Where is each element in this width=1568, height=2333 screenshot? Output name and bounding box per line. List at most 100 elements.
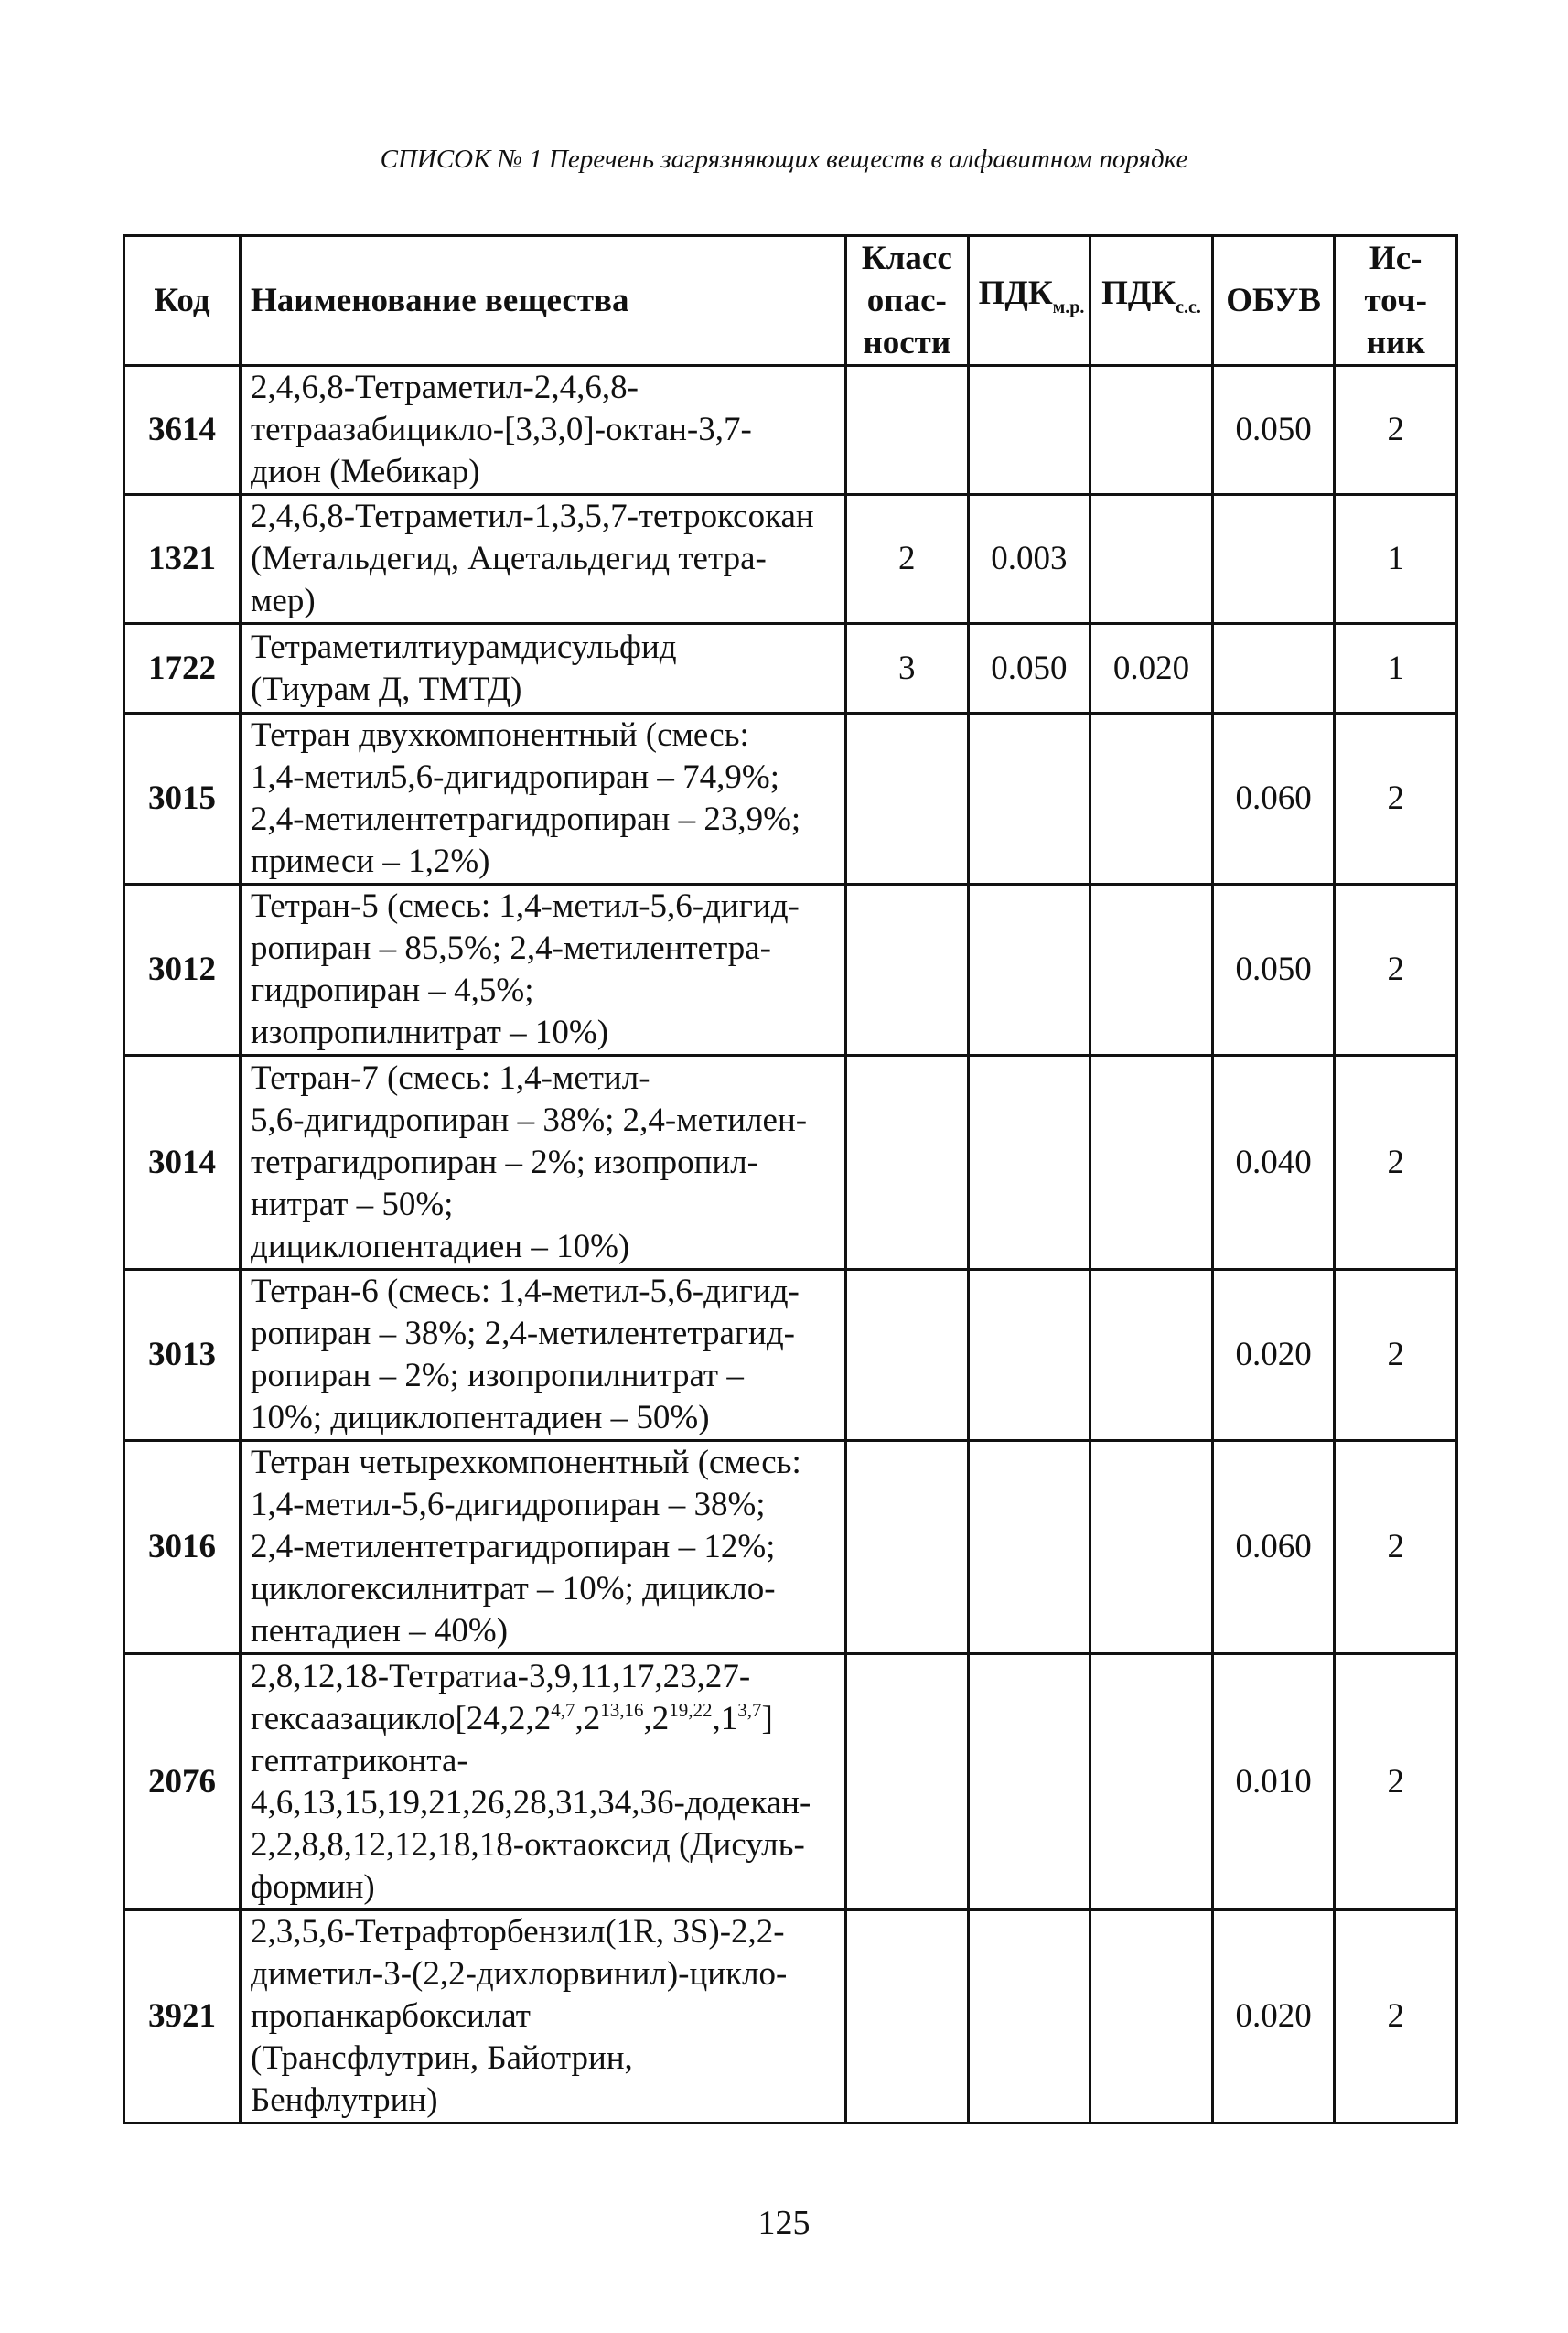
text-segment: (Тиурам Д, ТМТД) (251, 670, 522, 708)
text-segment: формин) (251, 1867, 375, 1906)
header-source: Ис- точ- ник (1333, 234, 1458, 367)
cell-code: 3013 (123, 1268, 242, 1442)
table-row: 2076 2,8,12,18-Тетратиа-3,9,11,17,23,27- г… (123, 1652, 1458, 1911)
text-segment: 2,4-метилентетрагидропиран – 23,9%; (251, 801, 801, 838)
cell-source: 2 (1333, 1268, 1458, 1442)
cell-code: 3014 (123, 1054, 242, 1271)
cell-pdk-ss (1089, 364, 1214, 496)
text-segment: ,1 (712, 1699, 738, 1737)
cell-pdk-ss (1089, 1054, 1214, 1271)
name-line: гидропиран – 4,5%; (251, 970, 835, 1012)
cell-pdk-mr (966, 1652, 1092, 1911)
name-line: 4,6,13,15,19,21,26,28,31,34,36-додекан- (251, 1782, 835, 1824)
text-segment: тетраазабицикло-[3,3,0]-октан-3,7- (251, 411, 752, 448)
cell-name: Тетран-5 (смесь: 1,4-метил-5,6-дигид-роп… (239, 883, 847, 1057)
cell-name: Тетран-6 (смесь: 1,4-метил-5,6-дигид-роп… (239, 1268, 847, 1442)
cell-name: Тетран четырехкомпонентный (смесь: 1,4-ме… (239, 1439, 847, 1655)
text-segment: 2,2,8,8,12,12,18,18-октаоксид (Дисуль- (251, 1825, 805, 1864)
text-segment: 1,4-метил5,6-дигидропиран – 74,9%; (251, 758, 780, 796)
cell-name: 2,8,12,18-Тетратиа-3,9,11,17,23,27- гекса… (239, 1652, 847, 1911)
header-name: Наименование вещества (239, 234, 847, 367)
cell-code: 3921 (123, 1908, 242, 2124)
header-hazard-class: Класс опас- ности (844, 234, 970, 367)
name-line: дициклопентадиен – 10%) (251, 1226, 835, 1268)
name-line: Тетран четырехкомпонентный (смесь: (251, 1442, 835, 1484)
text-segment: 2,4,6,8-Тетраметил-1,3,5,7-тетроксокан (251, 498, 814, 535)
name-line: 1,4-метил5,6-дигидропиран – 74,9%; (251, 757, 835, 799)
text-segment: ] (761, 1699, 773, 1737)
text-segment: 1,4-метил-5,6-дигидропиран – 38%; (251, 1486, 766, 1523)
text-segment: ,2 (643, 1699, 670, 1737)
name-line: циклогексилнитрат – 10%; дицикло- (251, 1568, 835, 1610)
text-segment: ,2 (575, 1699, 601, 1737)
cell-hazard-class: 3 (844, 622, 970, 715)
cell-pdk-ss (1089, 493, 1214, 625)
text-segment: 2,8,12,18-Тетратиа-3,9,11,17,23,27- (251, 1657, 751, 1695)
name-line: Тетран-6 (смесь: 1,4-метил-5,6-дигид- (251, 1271, 835, 1313)
superscript: 13,16 (600, 1698, 644, 1721)
header-pdk-ss-main: ПДК (1101, 274, 1176, 312)
cell-pdk-mr (966, 364, 1092, 496)
text-segment: ропиран – 2%; изопропилнитрат – (251, 1357, 744, 1394)
cell-source: 2 (1333, 1054, 1458, 1271)
cell-pdk-ss (1089, 883, 1214, 1057)
name-line: формин) (251, 1866, 835, 1908)
name-line: мер) (251, 580, 835, 622)
cell-obuv: 0.020 (1210, 1268, 1337, 1442)
name-line: 5,6-дигидропиран – 38%; 2,4-метилен- (251, 1100, 835, 1142)
name-line: 2,4-метилентетрагидропиран – 23,9%; (251, 799, 835, 841)
cell-source: 2 (1333, 364, 1458, 496)
cell-code: 1321 (123, 493, 242, 625)
cell-obuv: 0.010 (1210, 1652, 1337, 1911)
cell-source: 2 (1333, 712, 1458, 886)
cell-obuv: 0.050 (1210, 883, 1337, 1057)
name-line: 2,8,12,18-Тетратиа-3,9,11,17,23,27- (251, 1656, 835, 1698)
cell-pdk-mr (966, 712, 1092, 886)
text-segment: 5,6-дигидропиран – 38%; 2,4-метилен- (251, 1101, 808, 1139)
cell-obuv (1210, 493, 1337, 625)
header-code: Код (123, 234, 242, 367)
table-row: 3921 2,3,5,6-Тетрафторбензил(1R, 3S)-2,2-… (123, 1908, 1458, 2124)
name-line: 2,4,6,8-Тетраметил-1,3,5,7-тетроксокан (251, 496, 835, 538)
name-line: нитрат – 50%; (251, 1184, 835, 1226)
page-number: 125 (757, 2204, 811, 2242)
text-segment: ропиран – 38%; 2,4-метилентетрагид- (251, 1315, 795, 1352)
text-segment: гидропиран – 4,5%; (251, 972, 534, 1009)
name-line: тетраазабицикло-[3,3,0]-октан-3,7- (251, 409, 835, 451)
cell-code: 3614 (123, 364, 242, 496)
table-row: 3614 2,4,6,8-Тетраметил-2,4,6,8- тетраазаб… (123, 364, 1458, 496)
cell-pdk-mr (966, 1054, 1092, 1271)
superscript: 3,7 (737, 1698, 762, 1721)
table-row: 1321 2,4,6,8-Тетраметил-1,3,5,7-тетроксок… (123, 493, 1458, 625)
cell-obuv: 0.060 (1210, 712, 1337, 886)
cell-pdk-ss (1089, 1439, 1214, 1655)
cell-source: 2 (1333, 1439, 1458, 1655)
name-line: Тетран двухкомпонентный (смесь: (251, 715, 835, 757)
name-line: изопропилнитрат – 10%) (251, 1012, 835, 1054)
text-segment: дион (Мебикар) (251, 453, 480, 490)
name-line: тетрагидропиран – 2%; изопропил- (251, 1142, 835, 1184)
cell-code: 3012 (123, 883, 242, 1057)
cell-code: 2076 (123, 1652, 242, 1911)
cell-hazard-class: 2 (844, 493, 970, 625)
name-line: (Метальдегид, Ацетальдегид тетра- (251, 538, 835, 580)
cell-obuv: 0.020 (1210, 1908, 1337, 2124)
table-row: 3013 Тетран-6 (смесь: 1,4-метил-5,6-дигид… (123, 1268, 1458, 1442)
table-row: 3014 Тетран-7 (смесь: 1,4-метил- 5,6-дигид… (123, 1054, 1458, 1271)
name-line: 2,2,8,8,12,12,18,18-октаоксид (Дисуль- (251, 1824, 835, 1866)
text-segment: примеси – 1,2%) (251, 843, 490, 880)
cell-name: Тетраметилтиурамдисульфид (Тиурам Д, ТМТД… (239, 622, 847, 715)
cell-pdk-ss (1089, 712, 1214, 886)
table-body: 3614 2,4,6,8-Тетраметил-2,4,6,8- тетраазаб… (123, 364, 1458, 2124)
name-line: диметил-3-(2,2-дихлорвинил)-цикло- (251, 1953, 835, 1995)
cell-pdk-ss (1089, 1268, 1214, 1442)
cell-hazard-class (844, 712, 970, 886)
header-hazard-line: опас- (866, 281, 947, 319)
name-line: (Трансфлутрин, Байотрин, (251, 2037, 835, 2080)
cell-obuv: 0.060 (1210, 1439, 1337, 1655)
header-pdk-ss-sub: с.с. (1176, 297, 1201, 317)
text-segment: Тетран-6 (смесь: 1,4-метил-5,6-дигид- (251, 1273, 800, 1310)
table-row: 3016 Тетран четырехкомпонентный (смесь: 1,… (123, 1439, 1458, 1655)
cell-pdk-mr (966, 883, 1092, 1057)
text-segment: Бенфлутрин) (251, 2081, 438, 2119)
